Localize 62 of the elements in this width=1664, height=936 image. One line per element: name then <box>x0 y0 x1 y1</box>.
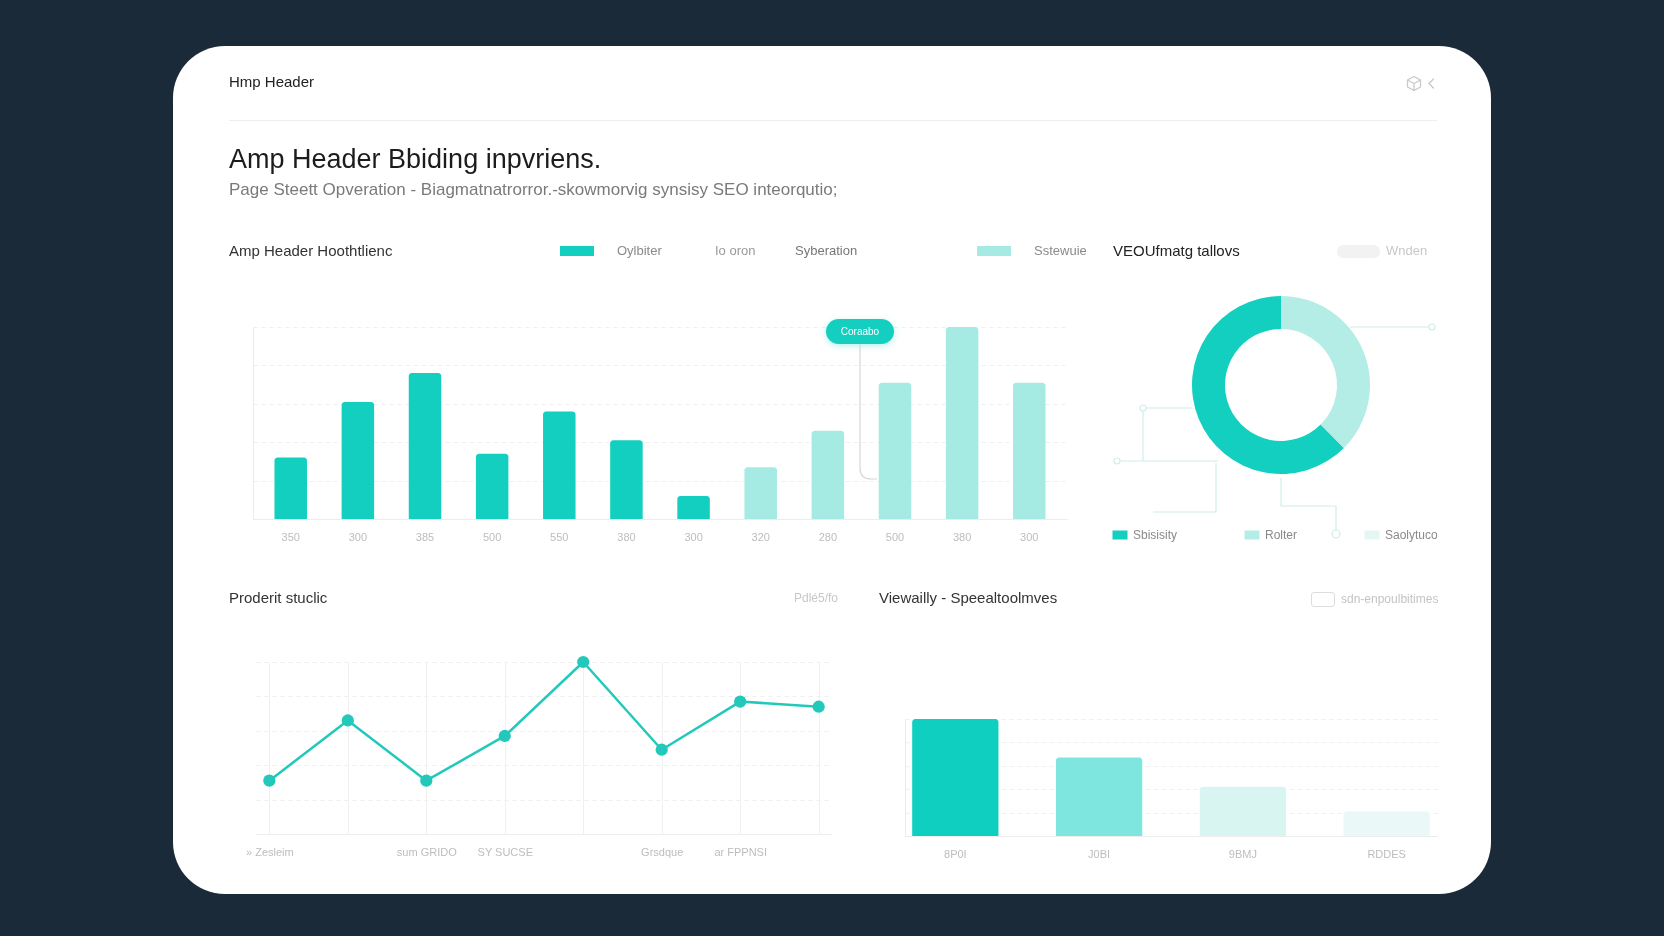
x-tick-label: SY SUCSE <box>477 845 533 858</box>
bar <box>274 457 307 519</box>
bar <box>878 382 912 519</box>
x-tick-label: Grsdque <box>641 845 684 858</box>
legend-label: Sbisisity <box>1133 528 1178 542</box>
x-tick-label: 350 <box>281 530 300 543</box>
bar <box>677 495 710 519</box>
bar <box>945 327 979 519</box>
point <box>341 714 354 727</box>
point <box>263 774 276 787</box>
x-tick-label: 385 <box>415 530 435 543</box>
chart-title: Viewailly - Speealtoolmves <box>879 589 1058 607</box>
x-tick-label: sum GRIDO <box>396 845 458 858</box>
bar <box>744 467 777 519</box>
donut-slice <box>1192 296 1344 474</box>
x-tick-label: 9BMJ <box>1228 847 1257 860</box>
x-tick-label: 300 <box>684 530 703 543</box>
x-tick-label: 300 <box>1020 530 1039 543</box>
donut-slice <box>1281 296 1370 448</box>
bar <box>610 440 643 519</box>
x-tick-label: 280 <box>818 530 838 543</box>
text: sdn-enpoulbitimes <box>1341 592 1439 606</box>
chart-title: Proderit stuclic <box>229 589 328 607</box>
x-tick-label: 500 <box>885 530 905 543</box>
bar <box>475 453 509 519</box>
x-tick-label: J0BI <box>1088 847 1111 860</box>
chart-title: VEOUfmatg tallovs <box>1113 242 1240 260</box>
legend-label: Saolytuco <box>1385 528 1439 542</box>
point <box>734 695 747 708</box>
text: Page Steett Opveration - Biagmatnatrorror.-skowmorvig synsisy SEO inteorqutio; <box>229 180 838 200</box>
point <box>577 655 590 669</box>
x-tick-label: 300 <box>348 530 368 543</box>
text: Io oron <box>715 243 756 259</box>
point <box>655 743 668 756</box>
tooltip-bubble: Coraabo <box>826 319 894 344</box>
x-tick-label: 380 <box>952 530 972 543</box>
text: Hmp Header <box>229 73 315 91</box>
point <box>420 774 433 787</box>
bar <box>811 430 845 519</box>
x-tick-label: RDDES <box>1367 847 1406 860</box>
legend-label: Oylbiter <box>617 243 663 258</box>
bar <box>1013 382 1046 519</box>
x-tick-label: ar FPPNSI <box>714 845 767 858</box>
x-tick-label: 380 <box>617 530 636 543</box>
legend-label: Sstewuie <box>1034 243 1087 258</box>
text: Syberation <box>795 243 858 259</box>
bar <box>1055 757 1143 836</box>
x-tick-label: 500 <box>482 530 502 543</box>
bar <box>543 411 576 519</box>
point <box>498 729 511 743</box>
x-tick-label: 320 <box>751 530 770 543</box>
x-tick-label: » Zesleim <box>246 845 294 858</box>
point <box>812 700 825 713</box>
x-tick-label: 8P0I <box>944 847 967 860</box>
legend-label: Rolter <box>1265 528 1298 542</box>
bar <box>408 373 442 519</box>
bar <box>1199 786 1287 836</box>
bar <box>912 719 999 836</box>
x-tick-label: 550 <box>550 530 569 543</box>
chart-title: Amp Header Hoothtlienc <box>229 242 393 260</box>
text: Amp Header Bbiding inpvriens. <box>229 143 602 175</box>
bar <box>341 401 375 519</box>
